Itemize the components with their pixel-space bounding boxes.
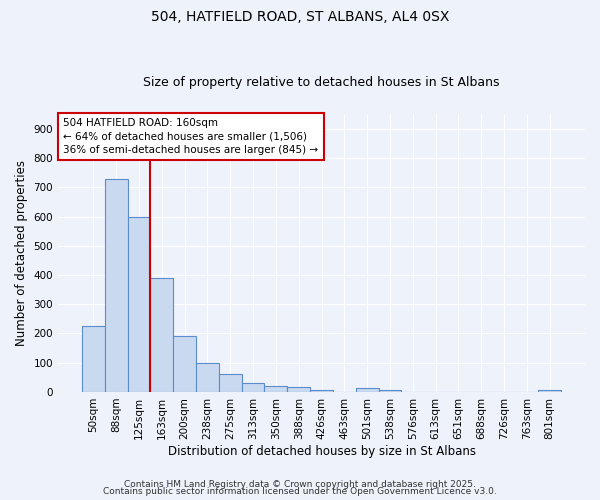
- Bar: [310, 390, 333, 392]
- Text: 504, HATFIELD ROAD, ST ALBANS, AL4 0SX: 504, HATFIELD ROAD, ST ALBANS, AL4 0SX: [151, 10, 449, 24]
- Bar: [265, 386, 287, 392]
- Bar: [173, 336, 196, 392]
- Bar: [242, 383, 265, 392]
- Text: 504 HATFIELD ROAD: 160sqm
← 64% of detached houses are smaller (1,506)
36% of se: 504 HATFIELD ROAD: 160sqm ← 64% of detac…: [64, 118, 319, 155]
- Bar: [287, 386, 310, 392]
- Bar: [196, 362, 219, 392]
- Title: Size of property relative to detached houses in St Albans: Size of property relative to detached ho…: [143, 76, 500, 90]
- X-axis label: Distribution of detached houses by size in St Albans: Distribution of detached houses by size …: [167, 444, 476, 458]
- Y-axis label: Number of detached properties: Number of detached properties: [15, 160, 28, 346]
- Bar: [105, 178, 128, 392]
- Bar: [356, 388, 379, 392]
- Bar: [82, 326, 105, 392]
- Bar: [379, 390, 401, 392]
- Bar: [219, 374, 242, 392]
- Text: Contains public sector information licensed under the Open Government Licence v3: Contains public sector information licen…: [103, 488, 497, 496]
- Bar: [538, 390, 561, 392]
- Bar: [151, 278, 173, 392]
- Text: Contains HM Land Registry data © Crown copyright and database right 2025.: Contains HM Land Registry data © Crown c…: [124, 480, 476, 489]
- Bar: [128, 216, 151, 392]
